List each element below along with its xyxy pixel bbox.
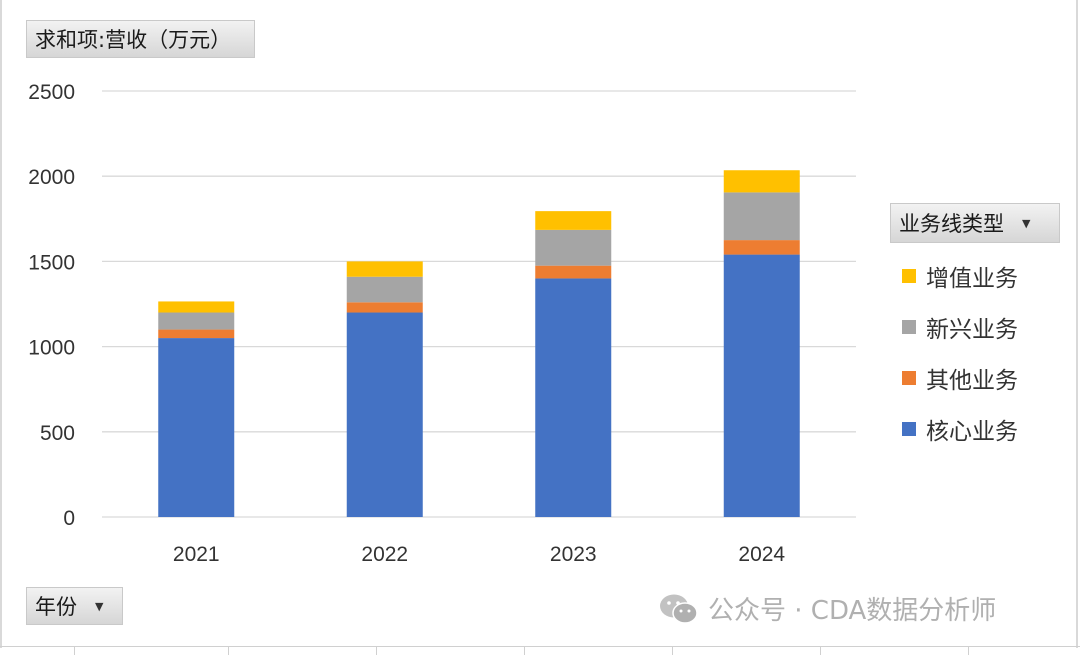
- legend-swatch: [902, 421, 916, 436]
- bar-segment: [723, 240, 800, 255]
- wechat-icon: [660, 594, 698, 624]
- y-tick-label: 2500: [28, 81, 75, 104]
- bar-segment: [535, 265, 612, 279]
- bar-segment: [535, 211, 612, 230]
- legend-item: 新兴业务: [902, 301, 1018, 352]
- bar-segment: [723, 170, 800, 193]
- legend-item: 核心业务: [902, 403, 1018, 454]
- bar-segment: [346, 276, 423, 303]
- legend-item: 其他业务: [902, 352, 1018, 403]
- y-tick-label: 1000: [28, 337, 75, 360]
- sheet-grid-edge: [0, 646, 1080, 655]
- bar-segment: [535, 229, 612, 266]
- row-field-filter-button[interactable]: 年份 ▼: [26, 587, 123, 625]
- x-tick-label: 2021: [173, 543, 220, 566]
- watermark-text: 公众号 · CDA数据分析师: [708, 596, 997, 626]
- x-tick-label: 2023: [550, 543, 597, 566]
- y-tick-label: 0: [63, 507, 75, 530]
- legend-label: 其他业务: [926, 367, 1018, 394]
- row-field-label: 年份: [35, 595, 77, 619]
- bar-segment: [158, 329, 235, 339]
- y-tick-label: 500: [40, 422, 75, 445]
- legend-label: 核心业务: [926, 418, 1018, 445]
- legend-item: 增值业务: [902, 250, 1018, 301]
- value-field-button[interactable]: 求和项:营收（万元）: [26, 20, 255, 58]
- bar-segment: [346, 261, 423, 277]
- legend-label: 新兴业务: [926, 316, 1018, 343]
- bar-segment: [535, 278, 612, 517]
- bar-segment: [723, 192, 800, 241]
- value-field-label: 求和项:营收（万元）: [35, 28, 232, 52]
- chart-legend: 增值业务新兴业务其他业务核心业务: [902, 250, 1018, 454]
- bar-segment: [723, 254, 800, 518]
- legend-label: 增值业务: [926, 265, 1018, 292]
- legend-field-label: 业务线类型: [899, 212, 1004, 236]
- bar-segment: [346, 312, 423, 517]
- legend-swatch: [902, 319, 916, 334]
- bar-segment: [158, 301, 235, 313]
- x-tick-label: 2022: [361, 543, 408, 566]
- triangle-down-icon[interactable]: ▼: [95, 599, 104, 613]
- y-tick-label: 2000: [28, 166, 75, 189]
- legend-field-filter-button[interactable]: 业务线类型 ▼: [890, 203, 1060, 243]
- triangle-down-icon[interactable]: ▼: [1022, 216, 1031, 230]
- bar-segment: [346, 302, 423, 313]
- bar-segment: [158, 338, 235, 517]
- legend-swatch: [902, 370, 916, 385]
- y-tick-label: 1500: [28, 251, 75, 274]
- x-tick-label: 2024: [738, 543, 785, 566]
- legend-swatch: [902, 268, 916, 283]
- watermark: 公众号 · CDA数据分析师: [658, 590, 996, 627]
- bar-segment: [158, 312, 235, 330]
